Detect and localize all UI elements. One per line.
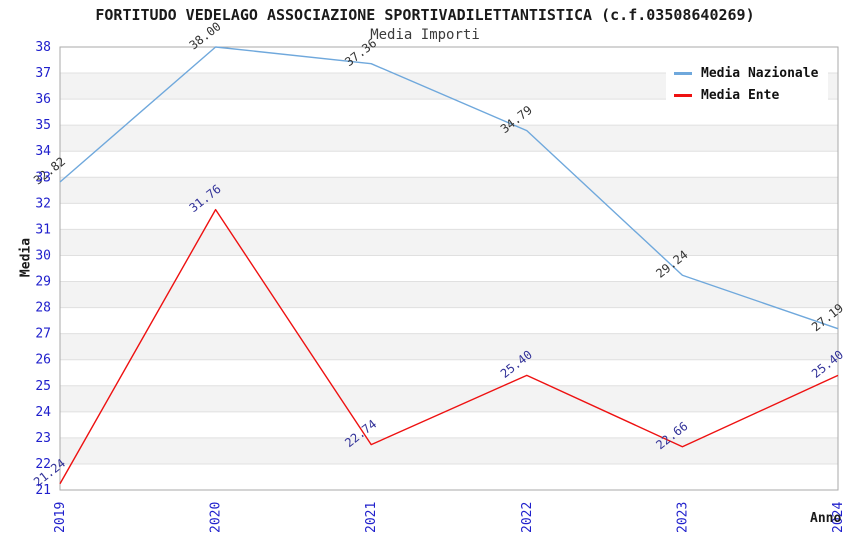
y-axis-ticks: 21 22 23 24 25 26 27 28 29 30 31 32 33 34 35 36 37 38 <box>35 40 51 498</box>
svg-text:36: 36 <box>35 92 51 107</box>
series-line-1 <box>59 208 839 485</box>
svg-text:25: 25 <box>35 379 51 394</box>
x-axis-title: Anno <box>810 511 842 526</box>
chart-subtitle: Media Importi <box>370 27 480 43</box>
legend-label: Media Ente <box>701 87 780 103</box>
svg-text:2024: 2024 <box>831 502 846 533</box>
svg-text:23: 23 <box>35 431 51 446</box>
plot-frame <box>59 46 839 491</box>
legend-label: Media Nazionale <box>701 65 819 81</box>
svg-text:29: 29 <box>35 275 51 290</box>
media-nazionale-line-swatch-icon <box>674 71 692 75</box>
svg-text:33: 33 <box>35 170 51 185</box>
svg-text:2021: 2021 <box>364 502 379 533</box>
plot-bands <box>60 47 838 490</box>
svg-text:2020: 2020 <box>209 502 224 533</box>
svg-text:30: 30 <box>35 248 51 263</box>
svg-text:26: 26 <box>35 353 51 368</box>
svg-text:21: 21 <box>35 483 51 498</box>
chart-legend: Media Nazionale Media Ente <box>666 57 829 111</box>
y-axis-title: Media <box>18 237 34 278</box>
x-axis-ticks: 2019 2020 2021 2022 2023 2024 <box>53 502 846 533</box>
svg-text:38: 38 <box>35 40 51 55</box>
svg-text:32: 32 <box>35 196 51 211</box>
svg-text:34: 34 <box>35 144 51 159</box>
svg-text:2022: 2022 <box>520 502 535 533</box>
svg-text:37: 37 <box>35 66 51 81</box>
svg-text:35: 35 <box>35 118 51 133</box>
svg-text:22: 22 <box>35 457 51 472</box>
series-line-0 <box>59 46 839 330</box>
legend-item-media-ente: Media Ente <box>674 84 818 106</box>
svg-text:2023: 2023 <box>675 502 690 533</box>
svg-text:2019: 2019 <box>53 502 68 533</box>
svg-text:27: 27 <box>35 327 51 342</box>
svg-text:24: 24 <box>35 405 51 420</box>
legend-item-media-nazionale: Media Nazionale <box>674 62 818 84</box>
media-ente-line-swatch-icon <box>674 93 692 97</box>
svg-text:28: 28 <box>35 301 51 316</box>
chart-title: FORTITUDO VEDELAGO ASSOCIAZIONE SPORTIVA… <box>95 6 755 24</box>
svg-text:31: 31 <box>35 222 51 237</box>
